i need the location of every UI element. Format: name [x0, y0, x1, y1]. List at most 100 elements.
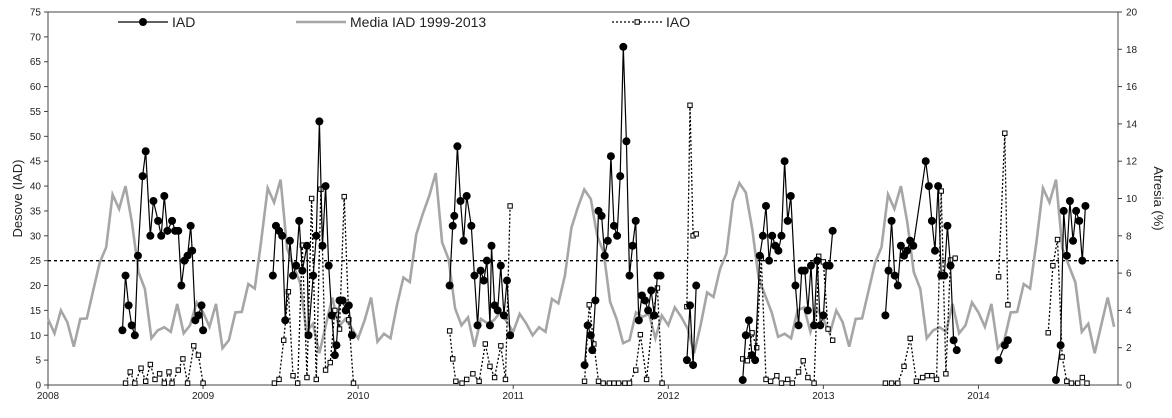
- data-point-iad: [934, 182, 943, 191]
- y-left-tick-label: 50: [30, 132, 42, 143]
- data-point-iad: [154, 216, 163, 225]
- data-point-iad: [768, 231, 777, 240]
- data-point-iad: [641, 296, 650, 305]
- data-point-iao: [913, 378, 920, 384]
- data-point-iao: [281, 337, 287, 343]
- data-point-iao: [1050, 262, 1056, 269]
- y-right-tick-label: 14: [1126, 119, 1138, 130]
- data-point-iao: [470, 371, 476, 377]
- data-point-iad: [1078, 256, 1087, 265]
- series-line-iad: [1055, 200, 1086, 381]
- data-point-iad: [121, 271, 130, 280]
- data-point-iad: [321, 182, 330, 191]
- data-point-iao: [156, 371, 163, 377]
- data-point-iad: [157, 231, 166, 240]
- y-left-tick-label: 20: [30, 281, 42, 292]
- data-point-iao: [943, 371, 949, 377]
- data-point-iad: [479, 276, 488, 285]
- data-point-iao: [169, 380, 175, 386]
- y-right-tick-label: 18: [1126, 45, 1138, 56]
- data-point-iao: [166, 369, 172, 375]
- series-line-iao: [124, 343, 204, 385]
- data-point-iad: [327, 311, 336, 320]
- data-point-iao: [800, 358, 806, 364]
- data-point-iao: [491, 374, 498, 381]
- data-point-iad: [647, 286, 656, 295]
- data-point-iad: [285, 236, 294, 245]
- data-point-iao: [825, 326, 831, 332]
- data-point-iao: [482, 341, 489, 347]
- data-point-iad: [881, 311, 890, 320]
- data-point-iad: [588, 346, 597, 355]
- data-point-iao: [938, 188, 944, 194]
- data-point-iao: [805, 374, 811, 381]
- data-point-iad: [751, 356, 760, 365]
- data-point-iad: [597, 211, 606, 220]
- data-point-iad: [177, 281, 186, 290]
- data-point-iao: [498, 343, 504, 349]
- data-point-iao: [1045, 330, 1051, 336]
- data-point-iao: [888, 380, 895, 386]
- data-point-iad: [921, 157, 930, 166]
- data-point-iad: [278, 231, 287, 240]
- data-point-iad: [580, 361, 589, 370]
- data-point-iao: [763, 376, 769, 383]
- data-point-iao: [453, 378, 459, 384]
- data-point-iad: [813, 256, 822, 265]
- data-point-iad: [825, 261, 834, 270]
- data-point-iad: [758, 231, 767, 240]
- data-point-iao: [346, 317, 352, 323]
- x-tick-label: 2008: [37, 391, 60, 402]
- data-point-iao: [304, 374, 310, 381]
- data-point-iad: [810, 321, 819, 330]
- data-point-iao: [290, 372, 296, 379]
- y-left-tick-label: 15: [30, 306, 42, 317]
- series-line-iad: [884, 161, 958, 351]
- data-point-iad: [448, 221, 457, 230]
- data-point-iad: [800, 266, 809, 275]
- data-point-iad: [473, 321, 482, 330]
- data-point-iad: [133, 251, 142, 260]
- data-point-iad: [309, 271, 318, 280]
- data-point-iad: [1062, 251, 1071, 260]
- y-left-tick-label: 60: [30, 82, 42, 93]
- data-point-iad: [445, 281, 454, 290]
- data-point-iad: [931, 246, 940, 255]
- series-line-media-iad: [46, 172, 1116, 354]
- y-right-tick-label: 2: [1126, 343, 1132, 354]
- data-point-iad: [268, 271, 277, 280]
- data-point-iao: [907, 335, 913, 342]
- data-point-iad: [330, 351, 339, 360]
- data-point-iao: [895, 380, 901, 386]
- data-point-iad: [338, 296, 347, 305]
- data-point-iao: [507, 203, 513, 209]
- data-point-iao: [175, 367, 181, 373]
- data-point-iao: [1059, 354, 1065, 360]
- data-point-iad: [755, 251, 764, 260]
- y-left-tick-label: 45: [30, 157, 42, 168]
- data-point-iao: [789, 380, 796, 386]
- data-point-iao: [450, 356, 456, 362]
- data-point-iao: [271, 380, 278, 386]
- data-point-iad: [499, 311, 508, 320]
- data-point-iao: [308, 195, 315, 202]
- data-point-iad: [791, 281, 800, 290]
- data-point-iad: [199, 326, 208, 335]
- data-point-iad: [828, 226, 837, 235]
- data-point-iao: [778, 380, 785, 386]
- data-point-iad: [619, 42, 628, 51]
- data-point-iao: [924, 372, 930, 379]
- y-left-tick-label: 25: [30, 256, 42, 267]
- y-left-tick-label: 40: [30, 182, 42, 193]
- data-point-iad: [160, 192, 169, 201]
- data-point-iad: [628, 241, 637, 250]
- data-point-iad: [506, 331, 515, 340]
- series-line-iao: [742, 254, 834, 385]
- data-point-iad: [304, 331, 313, 340]
- data-point-iad: [295, 216, 304, 225]
- data-point-iao: [476, 378, 482, 384]
- y-right-axis-label: Atresia (%): [1151, 166, 1166, 230]
- data-point-iao: [586, 302, 592, 308]
- data-point-iao: [767, 378, 774, 384]
- data-point-iao: [829, 337, 836, 343]
